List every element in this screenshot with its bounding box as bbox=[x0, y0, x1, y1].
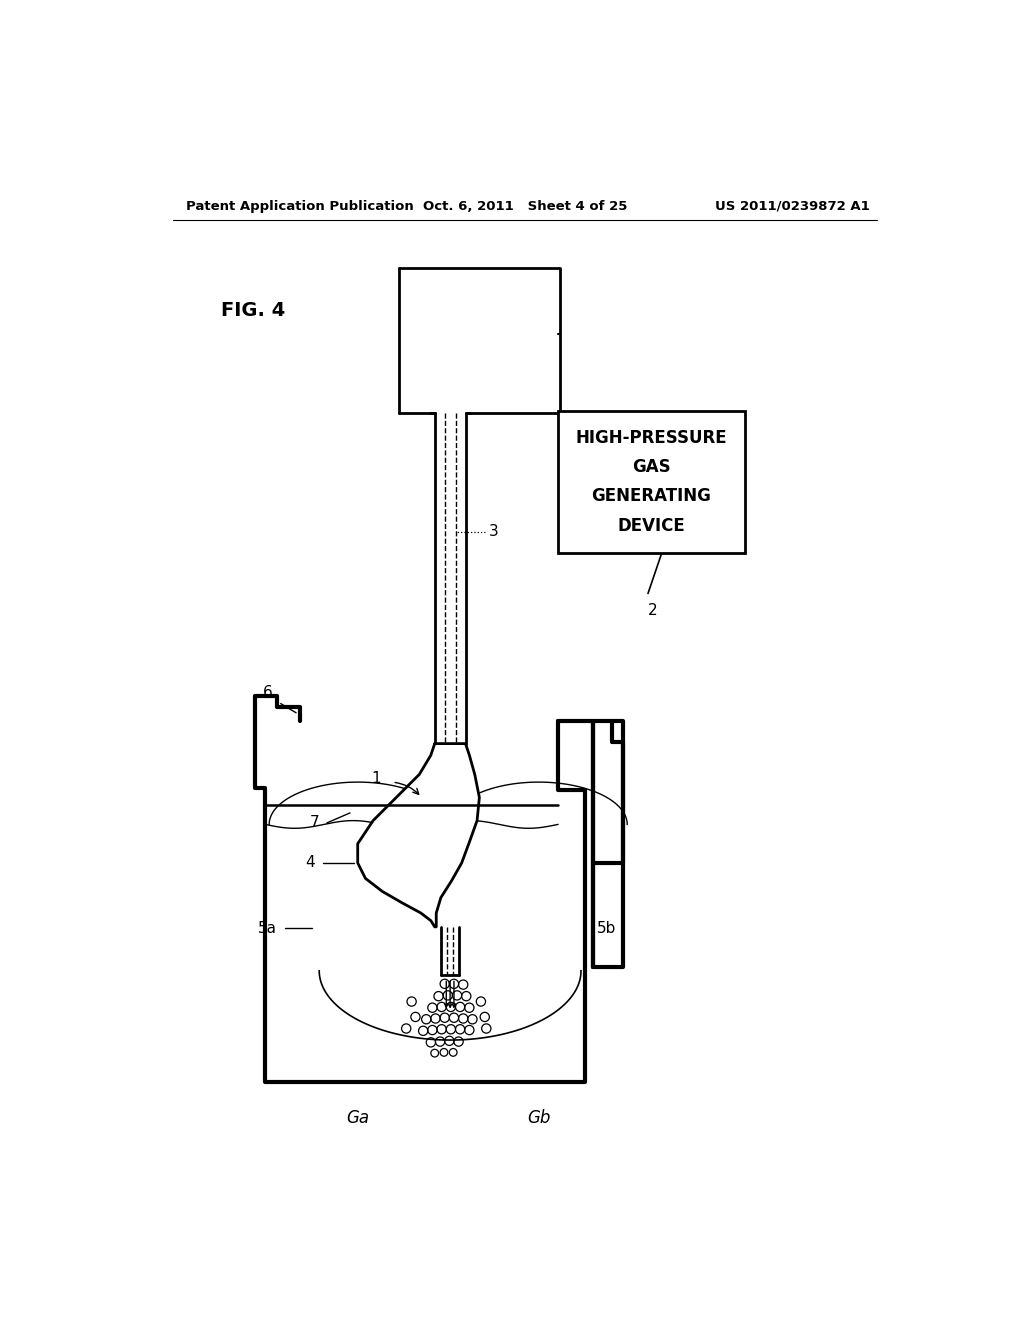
Text: 7: 7 bbox=[309, 816, 319, 830]
Text: Ga: Ga bbox=[346, 1109, 370, 1127]
Text: FIG. 4: FIG. 4 bbox=[221, 301, 286, 319]
Text: GENERATING: GENERATING bbox=[592, 487, 712, 506]
Text: 3: 3 bbox=[488, 524, 499, 539]
Text: 6: 6 bbox=[263, 685, 273, 700]
Text: Gb: Gb bbox=[527, 1109, 550, 1127]
Bar bbox=[558, 411, 745, 553]
Text: 1: 1 bbox=[371, 771, 381, 785]
Text: US 2011/0239872 A1: US 2011/0239872 A1 bbox=[715, 199, 869, 213]
Text: GAS: GAS bbox=[632, 458, 671, 477]
Text: Oct. 6, 2011   Sheet 4 of 25: Oct. 6, 2011 Sheet 4 of 25 bbox=[423, 199, 627, 213]
Text: 5a: 5a bbox=[258, 921, 276, 936]
Text: Patent Application Publication: Patent Application Publication bbox=[186, 199, 414, 213]
Text: 4: 4 bbox=[306, 855, 315, 870]
Text: 5b: 5b bbox=[596, 921, 615, 936]
Polygon shape bbox=[357, 743, 479, 927]
Text: 2: 2 bbox=[648, 603, 657, 619]
Text: DEVICE: DEVICE bbox=[617, 516, 685, 535]
Text: HIGH-PRESSURE: HIGH-PRESSURE bbox=[575, 429, 727, 447]
